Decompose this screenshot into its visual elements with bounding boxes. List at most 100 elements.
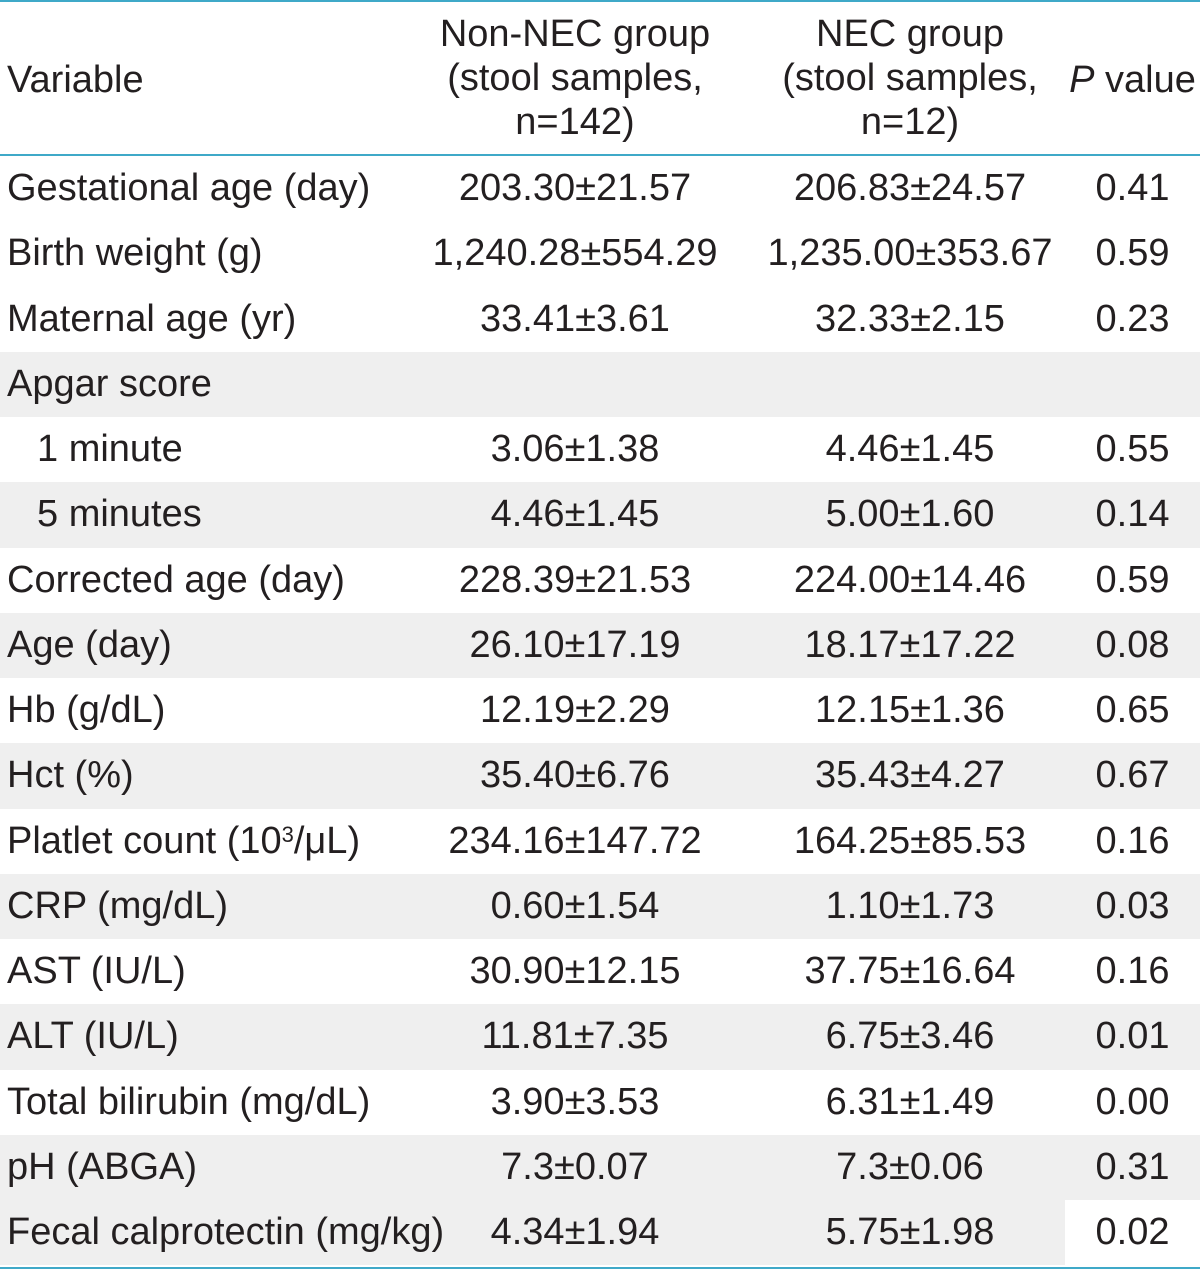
bottom-rule xyxy=(0,1267,1200,1269)
table-row: Age (day) 26.10±17.19 18.17±17.22 0.08 xyxy=(0,612,1200,678)
nec-value: 1,235.00±353.67 xyxy=(767,232,1053,275)
row-label: Hct (%) xyxy=(7,754,134,797)
header-nec-line1: NEC group xyxy=(816,13,1004,55)
header-p-rest: value xyxy=(1094,59,1196,101)
p-value: 0.65 xyxy=(1095,689,1170,732)
table-row: Platlet count (10 3/μL) 234.16±147.72 164.2… xyxy=(0,809,1200,874)
nec-value: 164.25±85.53 xyxy=(793,819,1027,862)
p-value: 0.00 xyxy=(1095,1080,1170,1123)
nec-value: 6.75±3.46 xyxy=(825,1015,995,1058)
non-nec-value: 0.60±1.54 xyxy=(490,884,660,927)
non-nec-value: 7.3±0.07 xyxy=(501,1145,649,1188)
non-nec-value: 33.41±3.61 xyxy=(480,297,670,340)
table-row: Hct (%) 35.40±6.76 35.43±4.27 0.67 xyxy=(0,743,1200,809)
non-nec-value: 234.16±147.72 xyxy=(448,819,702,862)
row-label-post: /μL) xyxy=(293,819,361,862)
table-row: Maternal age (yr) 33.41±3.61 32.33±2.15 0.2… xyxy=(0,287,1200,352)
table-row: Hb (g/dL) 12.19±2.29 12.15±1.36 0.65 xyxy=(0,678,1200,743)
table-row: Apgar score xyxy=(0,351,1200,417)
non-nec-value: 228.39±21.53 xyxy=(458,558,692,601)
non-nec-value: 35.40±6.76 xyxy=(480,754,670,797)
table-body: Gestational age (day) 203.30±21.57 206.83±… xyxy=(0,156,1200,1266)
row-label: 1 minute xyxy=(37,428,183,471)
non-nec-value: 30.90±12.15 xyxy=(469,950,681,993)
nec-value: 35.43±4.27 xyxy=(815,754,1005,797)
non-nec-value: 3.06±1.38 xyxy=(490,428,660,471)
nec-value: 18.17±17.22 xyxy=(804,623,1016,666)
row-label: Fecal calprotectin (mg/kg) xyxy=(7,1211,445,1254)
table-row: pH (ABGA) 7.3±0.07 7.3±0.06 0.31 xyxy=(0,1134,1200,1200)
nec-value xyxy=(750,352,1070,417)
table-row: CRP (mg/dL) 0.60±1.54 1.10±1.73 0.03 xyxy=(0,873,1200,939)
p-value: 0.02 xyxy=(1065,1200,1200,1266)
table-row: Fecal calprotectin (mg/kg) 4.34±1.94 5.75±… xyxy=(0,1200,1200,1266)
header-non-nec: Non-NEC group (stool samples, n=142) xyxy=(410,12,740,144)
p-value: 0.55 xyxy=(1095,428,1170,471)
non-nec-value: 4.46±1.45 xyxy=(490,493,660,536)
table-row: Gestational age (day) 203.30±21.57 206.83±… xyxy=(0,156,1200,221)
row-label: CRP (mg/dL) xyxy=(7,884,229,927)
table-row: Corrected age (day) 228.39±21.53 224.00±14… xyxy=(0,548,1200,613)
nec-value: 206.83±24.57 xyxy=(793,167,1027,210)
row-label: 5 minutes xyxy=(37,493,202,536)
row-label: Corrected age (day) xyxy=(7,558,345,601)
table-row: AST (IU/L) 30.90±12.15 37.75±16.64 0.16 xyxy=(0,939,1200,1004)
non-nec-value: 4.34±1.94 xyxy=(490,1211,660,1254)
p-value: 0.16 xyxy=(1095,950,1170,993)
non-nec-value: 1,240.28±554.29 xyxy=(432,232,718,275)
nec-value: 224.00±14.46 xyxy=(793,558,1027,601)
non-nec-value: 11.81±7.35 xyxy=(481,1015,669,1058)
nec-value: 5.00±1.60 xyxy=(825,493,995,536)
nec-value: 7.3±0.06 xyxy=(836,1145,984,1188)
p-value: 0.08 xyxy=(1095,623,1170,666)
header-nec-line3: n=12) xyxy=(860,101,960,143)
p-value: 0.59 xyxy=(1095,558,1170,601)
nec-value: 4.46±1.45 xyxy=(825,428,995,471)
header-nec-line2: (stool samples, xyxy=(782,57,1038,99)
p-value: 0.31 xyxy=(1095,1145,1170,1188)
nec-value: 37.75±16.64 xyxy=(804,950,1016,993)
p-value: 0.67 xyxy=(1095,754,1170,797)
row-label: Birth weight (g) xyxy=(7,232,263,275)
row-label: Platlet count (10 3/μL) xyxy=(7,819,361,862)
non-nec-value: 3.90±3.53 xyxy=(490,1080,660,1123)
table-row: ALT (IU/L) 11.81±7.35 6.75±3.46 0.01 xyxy=(0,1004,1200,1070)
p-value: 0.01 xyxy=(1095,1015,1170,1058)
top-rule xyxy=(0,0,1200,2)
row-label-pre: Platlet count (10 xyxy=(7,819,282,862)
nec-value: 32.33±2.15 xyxy=(815,297,1005,340)
header-p-italic: P xyxy=(1069,59,1095,101)
row-label: Apgar score xyxy=(7,362,212,405)
row-label: pH (ABGA) xyxy=(7,1145,198,1188)
row-label: Age (day) xyxy=(7,623,172,666)
non-nec-value xyxy=(410,352,740,417)
p-value: 0.03 xyxy=(1095,884,1170,927)
p-value: 0.59 xyxy=(1095,232,1170,275)
row-label: Hb (g/dL) xyxy=(7,689,166,732)
table-row: Total bilirubin (mg/dL) 3.90±3.53 6.31±1.4… xyxy=(0,1070,1200,1135)
nec-value: 5.75±1.98 xyxy=(825,1211,995,1254)
non-nec-value: 12.19±2.29 xyxy=(480,689,670,732)
non-nec-value: 26.10±17.19 xyxy=(469,623,681,666)
header-non-nec-line3: n=142) xyxy=(515,101,635,143)
row-label: Gestational age (day) xyxy=(7,167,371,210)
table-header: Variable Non-NEC group (stool samples, n… xyxy=(0,2,1200,154)
header-rule xyxy=(0,154,1200,156)
row-label: Total bilirubin (mg/dL) xyxy=(7,1080,371,1123)
row-label: ALT (IU/L) xyxy=(7,1015,179,1058)
header-non-nec-line2: (stool samples, xyxy=(447,57,703,99)
p-value xyxy=(1065,352,1200,417)
row-label: AST (IU/L) xyxy=(7,950,186,993)
p-value: 0.14 xyxy=(1095,493,1170,536)
p-value: 0.23 xyxy=(1095,297,1170,340)
row-label: Maternal age (yr) xyxy=(7,297,297,340)
non-nec-value: 203.30±21.57 xyxy=(458,167,692,210)
table-row: 1 minute 3.06±1.38 4.46±1.45 0.55 xyxy=(0,417,1200,482)
header-non-nec-line1: Non-NEC group xyxy=(439,13,711,55)
header-p-value: P value xyxy=(1065,58,1200,102)
nec-value: 1.10±1.73 xyxy=(825,884,995,927)
p-value: 0.41 xyxy=(1095,167,1170,210)
nec-value: 6.31±1.49 xyxy=(825,1080,995,1123)
p-value: 0.16 xyxy=(1095,819,1170,862)
nec-value: 12.15±1.36 xyxy=(815,689,1005,732)
